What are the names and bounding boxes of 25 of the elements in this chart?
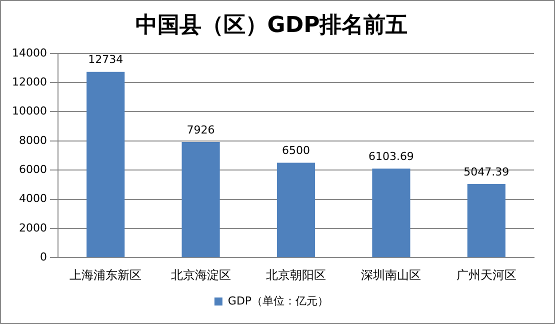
- y-tick-label: 10000: [12, 104, 47, 118]
- x-tick-label: 深圳南山区: [361, 268, 422, 282]
- y-tick-label: 14000: [12, 46, 47, 60]
- bar: [182, 142, 220, 258]
- bar: [372, 168, 410, 258]
- data-label: 7926: [186, 123, 215, 136]
- x-tick-label: 上海浦东新区: [70, 268, 142, 282]
- data-label: 6103.69: [368, 150, 414, 163]
- y-tick-label: 12000: [12, 75, 47, 88]
- y-tick-label: 0: [40, 250, 47, 264]
- bar: [467, 184, 506, 258]
- y-tick-label: 4000: [18, 192, 47, 206]
- y-tick-label: 8000: [18, 134, 47, 147]
- x-tick-label: 北京海淀区: [170, 268, 231, 282]
- data-label: 12734: [88, 53, 124, 66]
- data-label: 5047.39: [464, 165, 510, 178]
- bar: [276, 162, 316, 258]
- chart-title: 中国县（区）GDP排名前五: [135, 12, 408, 38]
- y-tick-label: 2000: [18, 221, 47, 234]
- x-tick-label: 广州天河区: [456, 268, 516, 282]
- x-tick-label: 北京朝阳区: [266, 268, 326, 282]
- data-label: 6500: [282, 144, 310, 158]
- bar: [86, 72, 125, 258]
- y-tick-label: 6000: [18, 162, 47, 176]
- legend-label: GDP（单位：亿元）: [228, 294, 329, 308]
